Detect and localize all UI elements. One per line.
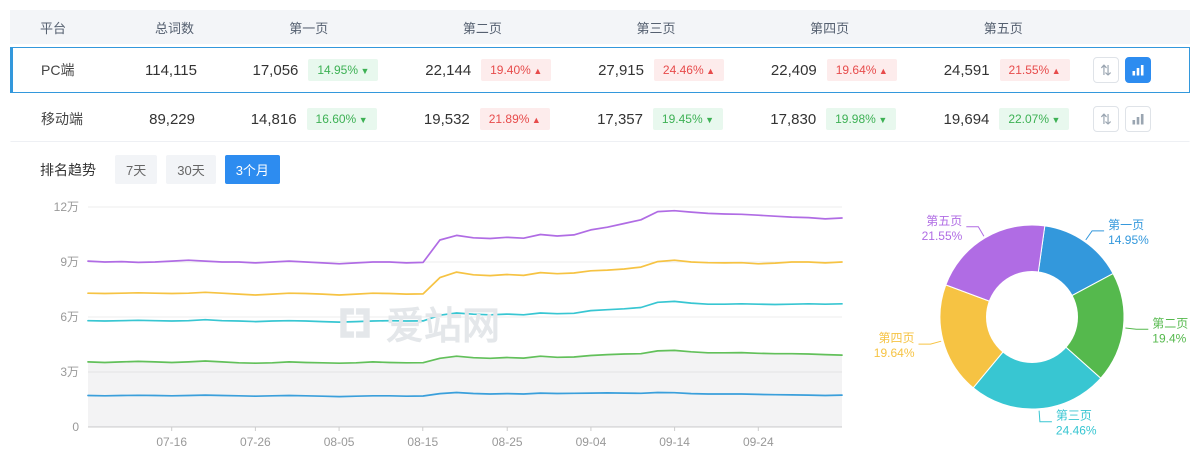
sort-icon: ⇅ — [1100, 61, 1112, 78]
svg-text:09-24: 09-24 — [743, 435, 774, 449]
page4-change-badge: 19.64% — [826, 59, 897, 81]
page5-count: 19,694 — [943, 110, 990, 128]
col-header-page2: 第二页 — [462, 20, 502, 36]
svg-text:第四页: 第四页 — [878, 331, 914, 345]
page3-count: 17,357 — [597, 110, 643, 128]
svg-text:08-05: 08-05 — [324, 435, 355, 449]
svg-text:3万: 3万 — [60, 365, 79, 379]
svg-text:08-25: 08-25 — [492, 435, 523, 449]
svg-text:12万: 12万 — [54, 200, 79, 214]
svg-text:第二页: 第二页 — [1152, 316, 1188, 330]
trend-chart-button[interactable] — [1125, 57, 1151, 83]
sort-button[interactable]: ⇅ — [1092, 106, 1119, 132]
sort-button[interactable]: ⇅ — [1093, 57, 1119, 83]
page5-change-badge: 21.55% — [999, 59, 1070, 81]
col-header-page5: 第五页 — [983, 20, 1023, 36]
tab-7days[interactable]: 7天 — [115, 155, 158, 184]
sort-icon: ⇅ — [1100, 110, 1112, 127]
page2-change-badge: 19.40% — [481, 59, 552, 81]
page5-cell: 24,591 21.55% — [916, 59, 1089, 81]
trend-line-chart[interactable]: 0 3万 6万 9万 12万 07-16 07-26 08-05 08-15 08-25 09-04… — [36, 193, 856, 467]
page4-cell: 22,409 19.64% — [743, 59, 916, 81]
page1-cell: 14,816 16.60% — [223, 108, 396, 130]
table-row-pc[interactable]: PC端 114,115 17,056 14.95% 22,144 19.40% … — [10, 47, 1190, 93]
svg-text:09-04: 09-04 — [576, 435, 607, 449]
svg-text:07-16: 07-16 — [156, 435, 187, 449]
platform-name: PC端 — [41, 62, 75, 78]
page3-change-badge: 19.45% — [652, 108, 723, 130]
svg-text:07-26: 07-26 — [240, 435, 271, 449]
charts-area: 0 3万 6万 9万 12万 07-16 07-26 08-05 08-15 08-25 09-04… — [10, 191, 1190, 467]
svg-text:19.64%: 19.64% — [874, 346, 915, 360]
total-count: 89,229 — [149, 110, 195, 128]
page5-cell: 19,694 22.07% — [916, 108, 1089, 130]
svg-text:0: 0 — [72, 420, 79, 434]
svg-text:第五页: 第五页 — [926, 214, 962, 228]
col-header-total: 总词数 — [154, 20, 194, 36]
page5-change-badge: 22.07% — [999, 108, 1070, 130]
page2-count: 19,532 — [423, 110, 470, 128]
col-header-page1: 第一页 — [289, 20, 329, 36]
page2-count: 22,144 — [425, 61, 472, 79]
col-header-page3: 第三页 — [636, 20, 676, 36]
svg-text:第一页: 第一页 — [1108, 218, 1144, 232]
bar-chart-icon — [1132, 114, 1144, 125]
svg-text:6万: 6万 — [60, 310, 79, 324]
table-row-mobile[interactable]: 移动端 89,229 14,816 16.60% 19,532 21.89% 1… — [10, 96, 1190, 142]
row-actions: ⇅ — [1089, 57, 1189, 83]
page4-count: 17,830 — [770, 110, 817, 128]
svg-text:09-14: 09-14 — [659, 435, 690, 449]
trend-title: 排名趋势 — [40, 161, 96, 178]
page4-change-badge: 19.98% — [826, 108, 897, 130]
col-header-platform: 平台 — [40, 20, 67, 36]
page1-count: 14,816 — [250, 110, 297, 128]
page3-cell: 27,915 24.46% — [571, 59, 744, 81]
trend-toolbar: 排名趋势 7天 30天 3个月 — [10, 142, 1190, 191]
col-header-page4: 第四页 — [810, 20, 850, 36]
page2-cell: 19,532 21.89% — [396, 108, 569, 130]
bar-chart-icon — [1132, 65, 1144, 76]
page4-cell: 17,830 19.98% — [743, 108, 916, 130]
svg-text:14.95%: 14.95% — [1108, 233, 1149, 247]
page3-change-badge: 24.46% — [653, 59, 724, 81]
total-count: 114,115 — [145, 61, 197, 79]
page1-change-badge: 16.60% — [306, 108, 377, 130]
page2-cell: 22,144 19.40% — [398, 59, 571, 81]
page5-count: 24,591 — [943, 61, 990, 79]
tab-30days[interactable]: 30天 — [166, 155, 216, 184]
svg-text:24.46%: 24.46% — [1056, 424, 1097, 438]
page1-change-badge: 14.95% — [308, 59, 379, 81]
svg-text:19.4%: 19.4% — [1152, 331, 1186, 345]
row-actions: ⇅ — [1089, 106, 1189, 132]
tab-3months[interactable]: 3个月 — [224, 155, 280, 184]
svg-text:21.55%: 21.55% — [922, 229, 963, 243]
platform-table: 平台 总词数 第一页 第二页 第三页 第四页 第五页 PC端 114,115 1… — [10, 10, 1190, 142]
page3-count: 27,915 — [598, 61, 644, 79]
trend-chart-button[interactable] — [1124, 106, 1151, 132]
table-header: 平台 总词数 第一页 第二页 第三页 第四页 第五页 — [10, 10, 1190, 44]
page4-count: 22,409 — [770, 61, 817, 79]
platform-name: 移动端 — [41, 111, 83, 127]
page1-count: 17,056 — [252, 61, 299, 79]
svg-text:第三页: 第三页 — [1056, 409, 1092, 423]
svg-text:08-15: 08-15 — [407, 435, 438, 449]
page2-change-badge: 21.89% — [479, 108, 550, 130]
line-chart-canvas[interactable]: 0 3万 6万 9万 12万 07-16 07-26 08-05 08-15 08-25 09-04… — [36, 193, 856, 465]
svg-text:9万: 9万 — [60, 255, 79, 269]
page3-cell: 17,357 19.45% — [569, 108, 742, 130]
page1-cell: 17,056 14.95% — [225, 59, 398, 81]
page-distribution-donut[interactable]: 第一页 14.95% 第二页 19.4% 第三页 24.46% 第四页 19.64% 第五页 21… — [856, 193, 1196, 467]
